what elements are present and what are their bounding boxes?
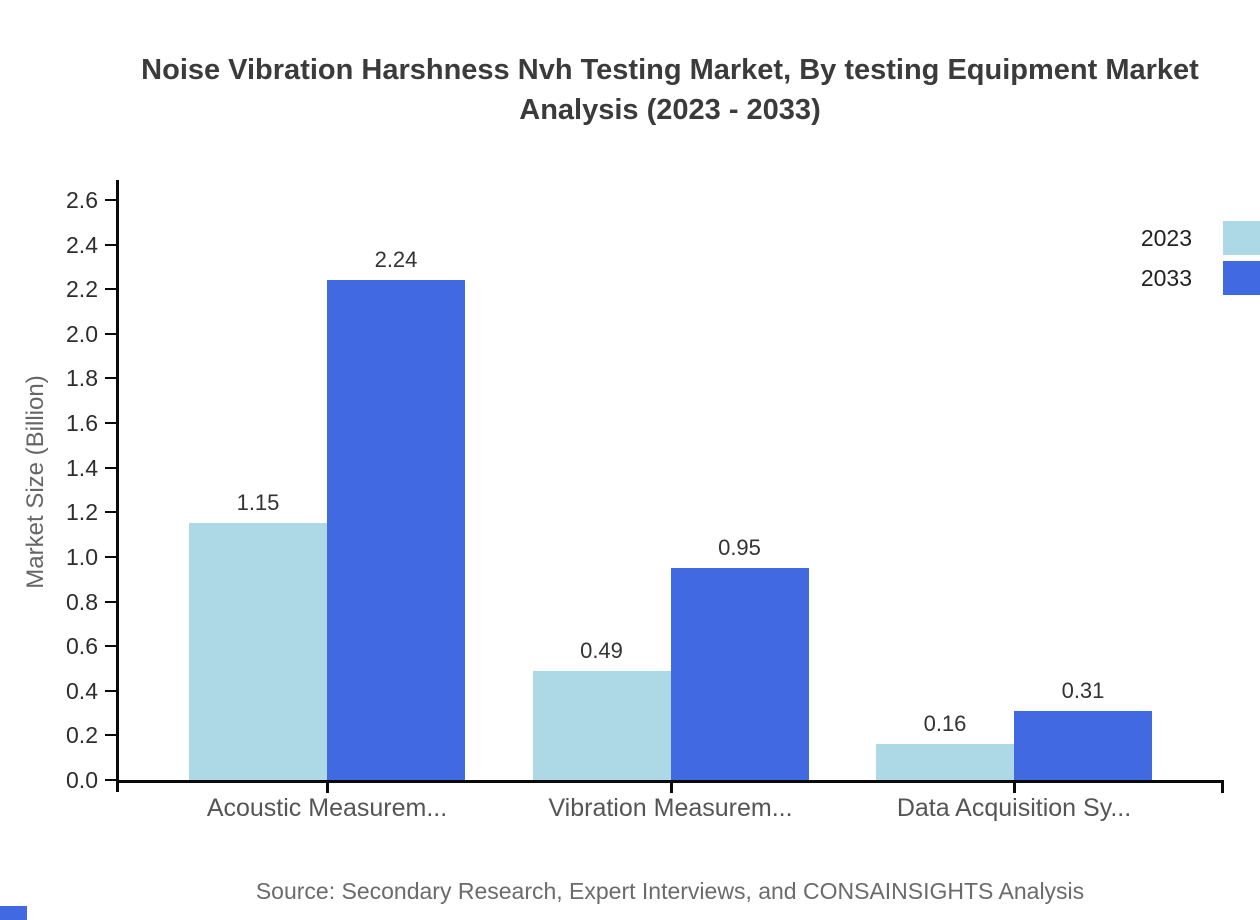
bar-2033-cat2 <box>1014 710 1152 780</box>
y-axis-tick <box>105 332 116 335</box>
y-axis-tick <box>105 600 116 603</box>
source-note: Source: Secondary Research, Expert Inter… <box>255 878 1085 904</box>
y-axis-tick <box>105 199 116 201</box>
y-axis-tick <box>105 779 116 781</box>
x-category-label: Vibration Measurem... <box>548 794 793 822</box>
brand-mark <box>0 906 27 920</box>
bar-value-label: 1.15 <box>236 490 280 516</box>
x-axis-line <box>116 780 1224 783</box>
bar-value-label: 0.16 <box>923 711 967 737</box>
bar-2023-cat2 <box>876 744 1014 780</box>
bar-2033-cat1 <box>670 568 809 780</box>
y-axis-tick <box>105 288 116 291</box>
bar-value-label: 0.49 <box>580 637 623 663</box>
legend-label: 2033 <box>1140 264 1192 291</box>
x-axis-tick <box>1013 783 1016 793</box>
legend-swatch-2023 <box>1223 221 1260 255</box>
y-axis-tick-label: 2.0 <box>66 320 98 347</box>
legend: 2023 2033 <box>1040 221 1260 301</box>
y-axis-tick-label: 1.2 <box>66 499 98 526</box>
bar-value-label: 2.24 <box>374 247 418 273</box>
x-axis-tick <box>326 783 329 793</box>
y-axis-tick-label: 2.4 <box>66 231 98 258</box>
x-category-label: Data Acquisition Sy... <box>896 794 1132 822</box>
y-axis-tick <box>105 645 116 648</box>
bar-2023-cat0 <box>189 523 327 780</box>
y-axis-tick-label: 0.8 <box>66 588 98 615</box>
legend-label: 2023 <box>1140 224 1192 251</box>
x-category-label: Acoustic Measurem... <box>206 794 448 822</box>
bar-value-label: 0.31 <box>1061 677 1105 703</box>
y-axis-tick <box>105 466 116 469</box>
y-axis-tick <box>105 422 116 425</box>
y-axis-tick-label: 2.6 <box>66 187 98 213</box>
y-axis-line <box>116 180 119 792</box>
y-axis-tick <box>105 689 116 692</box>
legend-swatch-2033 <box>1223 261 1260 295</box>
y-axis-tick <box>105 377 116 380</box>
x-axis-tick <box>669 783 673 793</box>
chart-title: Noise Vibration Harshness Nvh Testing Ma… <box>141 54 1199 126</box>
bar-value-label: 0.95 <box>718 535 761 561</box>
y-axis-tick-label: 2.2 <box>66 276 98 303</box>
y-axis-tick <box>105 511 116 514</box>
y-axis-tick-label: 0.2 <box>66 722 98 749</box>
y-axis-tick-label: 0.0 <box>66 767 98 793</box>
y-axis-tick-label: 1.0 <box>66 543 98 570</box>
y-axis-tick-label: 1.6 <box>66 410 98 437</box>
y-axis-tick-label: 1.8 <box>66 365 98 392</box>
y-axis-tick <box>105 555 116 558</box>
bar-2033-cat0 <box>327 280 465 780</box>
y-axis-tick-label: 0.6 <box>66 633 98 660</box>
legend-item-2033: 2033 <box>1040 261 1260 295</box>
x-axis-tick <box>1221 783 1224 793</box>
y-axis-tick <box>105 243 116 246</box>
legend-item-2023: 2023 <box>1040 221 1260 255</box>
y-axis-tick-label: 0.4 <box>66 677 98 704</box>
bar-2023-cat1 <box>532 670 671 780</box>
y-axis-tick-label: 1.4 <box>66 454 98 481</box>
y-axis-tick <box>105 734 116 737</box>
